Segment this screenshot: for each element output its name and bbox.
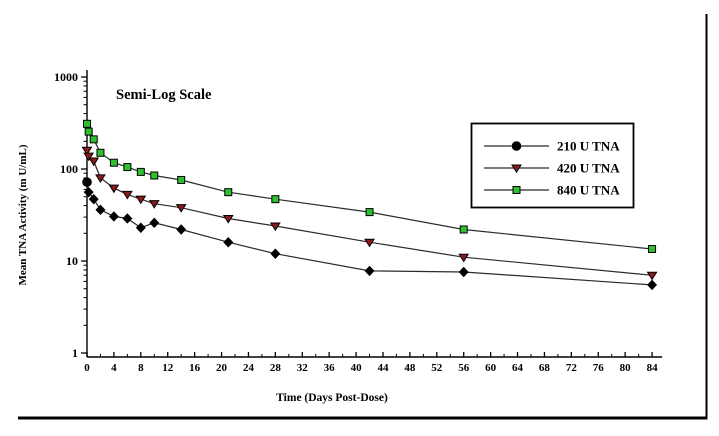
axis-ticks [81, 76, 653, 357]
x-tick-label: 0 [84, 362, 90, 374]
data-point-triangle-down-icon [646, 271, 658, 281]
data-point-square-icon [177, 175, 186, 184]
data-point-triangle-down-icon [88, 157, 100, 167]
x-tick-label: 72 [566, 362, 578, 374]
x-tick-label: 36 [324, 362, 336, 374]
x-tick-label: 52 [431, 362, 443, 374]
data-point-square-icon [136, 167, 145, 176]
data-point-square-icon [150, 171, 159, 180]
figure-border [18, 14, 708, 420]
data-point-square-icon [109, 158, 118, 167]
y-tick-label: 1 [72, 346, 78, 360]
data-point-triangle-down-icon [175, 204, 187, 213]
x-tick-label: 32 [297, 362, 309, 374]
data-point-triangle-down-icon [95, 174, 106, 184]
data-point-diamond-icon [458, 266, 469, 278]
data-series [81, 119, 658, 291]
x-tick-label: 40 [351, 362, 363, 374]
legend-item: 840 U TNA [484, 183, 620, 198]
data-point-square-icon [271, 195, 280, 204]
data-point-diamond-icon [176, 224, 187, 235]
legend-square-icon [512, 186, 521, 194]
x-tick-label: 24 [243, 362, 255, 374]
x-tick-label: 48 [404, 362, 416, 374]
data-point-triangle-down-icon [135, 195, 147, 205]
data-point-triangle-down-icon [364, 238, 375, 248]
x-tick-label: 16 [189, 362, 201, 374]
data-point-square-icon [365, 208, 374, 217]
plot-title: Semi-Log Scale [116, 87, 212, 103]
y-axis-title: Mean TNA Activity (m U/mL) [17, 144, 29, 285]
legend: 210 U TNA 420 U TNA 840 U TNA [470, 122, 635, 209]
data-point-triangle-down-icon [269, 222, 281, 232]
x-tick-label: 12 [162, 362, 174, 374]
y-tick-label: 10 [66, 254, 78, 268]
x-tick-label: 20 [216, 362, 228, 374]
data-point-triangle-down-icon [81, 146, 93, 156]
legend-label: 420 U TNA [557, 161, 620, 176]
data-point-triangle-down-icon [121, 190, 133, 200]
data-point-square-icon [84, 127, 93, 136]
data-point-triangle-down-icon [83, 152, 95, 162]
data-point-square-icon [459, 225, 468, 234]
x-tick-label: 4 [111, 362, 117, 374]
x-tick-label: 8 [138, 362, 144, 374]
legend-item: 420 U TNA [484, 161, 620, 176]
data-point-square-icon [123, 163, 132, 172]
x-tick-label: 64 [512, 362, 524, 374]
series-420-u-tna [81, 146, 658, 281]
data-point-diamond-icon [83, 186, 94, 198]
x-axis-title: Time (Days Post-Dose) [276, 392, 388, 404]
x-tick-label: 56 [458, 362, 470, 374]
data-point-triangle-down-icon [458, 253, 470, 263]
data-point-diamond-icon [108, 211, 119, 222]
data-point-diamond-icon [364, 265, 375, 277]
data-point-triangle-down-icon [108, 184, 120, 194]
legend-item: 210 U TNA [484, 139, 620, 154]
data-point-diamond-icon [88, 193, 99, 205]
legend-box [470, 122, 635, 209]
data-point-square-icon [89, 135, 98, 144]
x-tick-label: 80 [620, 362, 632, 374]
x-tick-label: 60 [485, 362, 497, 374]
data-point-diamond-icon [270, 248, 281, 259]
data-point-triangle-down-icon [148, 200, 160, 209]
data-point-square-icon [96, 148, 105, 157]
series-840-u-tna [83, 119, 657, 254]
x-tick-label: 76 [593, 362, 605, 374]
data-point-square-icon [224, 188, 233, 197]
x-tick-label: 68 [539, 362, 551, 374]
data-point-square-icon [648, 245, 657, 254]
legend-label: 840 U TNA [557, 183, 620, 198]
data-point-diamond-icon [122, 213, 133, 224]
y-tick-label: 1000 [54, 70, 78, 84]
x-tick-label: 28 [270, 362, 282, 374]
data-point-square-icon [83, 119, 91, 128]
legend-label: 210 U TNA [557, 139, 620, 154]
data-point-diamond-icon [223, 236, 234, 248]
legend-triangle-down-icon [511, 164, 522, 174]
series-210-u-tna [82, 177, 658, 291]
data-point-diamond-icon [149, 217, 160, 229]
y-tick-label: 100 [60, 162, 78, 176]
data-point-diamond-icon [82, 177, 92, 187]
data-point-diamond-icon [647, 279, 658, 291]
x-tick-label: 44 [377, 362, 389, 374]
x-tick-label: 84 [647, 362, 659, 374]
legend-circle-icon [511, 141, 522, 151]
data-point-diamond-icon [95, 204, 106, 216]
data-point-diamond-icon [135, 222, 146, 233]
data-point-triangle-down-icon [222, 214, 234, 224]
